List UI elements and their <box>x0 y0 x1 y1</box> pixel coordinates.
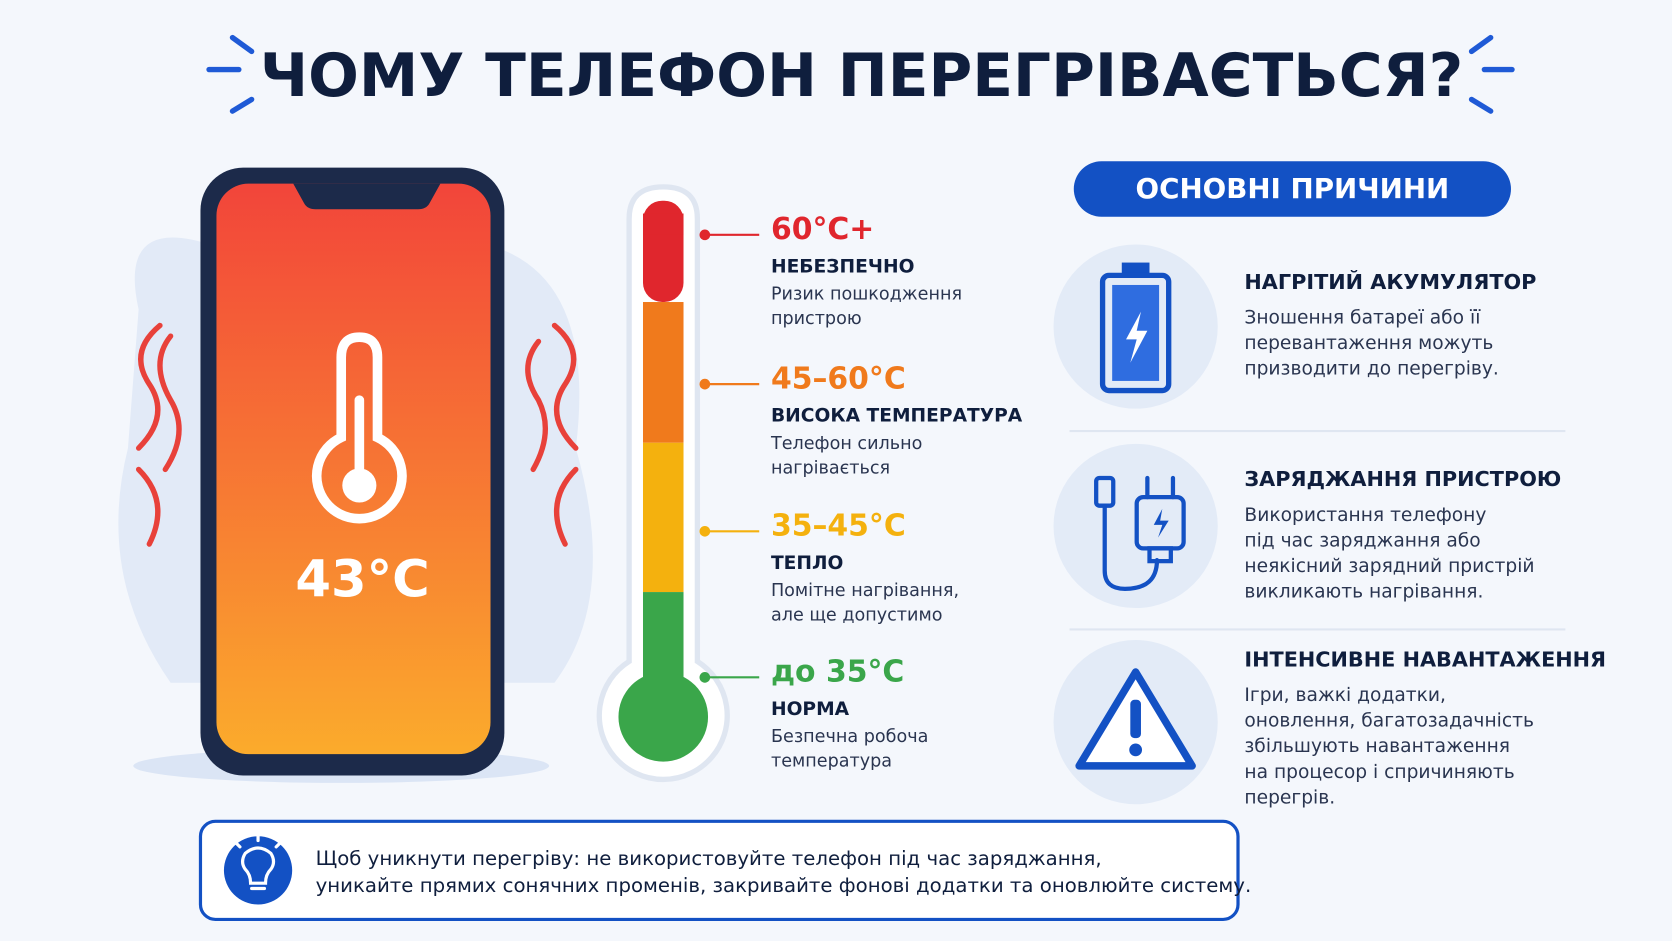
cause-description: під час заряджання або <box>1244 530 1480 551</box>
level-range: до 35°C <box>771 655 904 690</box>
cause-title: ІНТЕНСИВНЕ НАВАНТАЖЕННЯ <box>1244 647 1606 671</box>
level-range: 35–45°C <box>771 509 906 544</box>
causes-list: НАГРІТИЙ АКУМУЛЯТОР Зношення батареї або … <box>1244 269 1606 809</box>
level-description: Ризик пошкодження <box>771 285 962 305</box>
screen-thermometer <box>311 332 407 524</box>
cause-description: призводити до перегріву. <box>1244 359 1498 380</box>
thermometer-segment <box>642 442 684 593</box>
cause-description: на процесор і спричиняють <box>1244 762 1514 783</box>
level-description: Помітне нагрівання, <box>771 581 959 601</box>
cause-description: Зношення батареї або її <box>1244 308 1481 329</box>
title-decoration <box>206 34 1515 114</box>
level-range: 60°C+ <box>771 212 874 247</box>
thermometer-segments <box>618 200 709 762</box>
cause-description: збільшують навантаження <box>1244 736 1510 757</box>
level-label: ВИСОКА ТЕМПЕРАТУРА <box>771 406 1023 427</box>
level-label: ТЕПЛО <box>771 553 843 574</box>
level-label: НЕБЕЗПЕЧНО <box>771 256 914 277</box>
title: ЧОМУ ТЕЛЕФОН ПЕРЕГРІВАЄТЬСЯ? <box>260 42 1463 111</box>
thermometer-segment <box>642 302 684 443</box>
screen-thermometer-bulb <box>342 468 377 503</box>
separators <box>1069 429 1566 631</box>
cause-description: Використання телефону <box>1244 505 1486 526</box>
heat-waves <box>135 322 579 547</box>
battery-icon <box>1099 262 1172 394</box>
level-description: Телефон сильно <box>770 434 922 454</box>
level-dot <box>699 672 711 683</box>
causes-header <box>1073 161 1511 217</box>
phone-screen <box>216 183 491 755</box>
levels: 60°C+ НЕБЕЗПЕЧНО Ризик пошкодження пристрою… <box>699 212 1023 772</box>
level-dot <box>699 229 711 241</box>
level-description: температура <box>771 752 892 772</box>
level-label: НОРМА <box>771 699 850 720</box>
level-description: Безпечна робоча <box>771 727 928 747</box>
cause-description: перевантаження можуть <box>1244 333 1493 354</box>
cause-description: неякісний зарядний пристрій <box>1244 556 1534 577</box>
cause-title: НАГРІТИЙ АКУМУЛЯТОР <box>1244 269 1536 294</box>
charger-icon <box>1094 475 1186 591</box>
thermometer-bulb <box>618 672 709 762</box>
level-description: нагрівається <box>771 458 890 478</box>
tip-box <box>198 819 1240 922</box>
bulb-icon <box>234 832 283 891</box>
cause-description: перегрів. <box>1244 787 1335 808</box>
thermometer-segment <box>642 213 684 235</box>
tip-text: Щоб уникнути перегріву: не використовуйт… <box>316 847 1102 870</box>
cause-description: Ігри, важкі додатки, <box>1244 685 1446 706</box>
cause-description: викликають нагрівання. <box>1244 582 1483 603</box>
level-dot <box>699 525 711 537</box>
tip-text: уникайте прямих сонячних променів, закри… <box>316 874 1252 897</box>
level-dot <box>699 378 711 390</box>
warning-icon <box>1075 668 1196 770</box>
notch <box>293 183 441 210</box>
level-range: 45–60°C <box>771 361 906 396</box>
cause-title: ЗАРЯДЖАННЯ ПРИСТРОЮ <box>1244 467 1561 491</box>
causes-title: ОСНОВНІ ПРИЧИНИ <box>1136 172 1450 205</box>
phone-temperature: 43°C <box>295 549 429 609</box>
tip-icon <box>223 836 293 905</box>
level-description: пристрою <box>771 309 862 329</box>
cause-description: оновлення, багатозадачність <box>1244 711 1534 732</box>
level-description: але ще допустимо <box>771 606 943 626</box>
